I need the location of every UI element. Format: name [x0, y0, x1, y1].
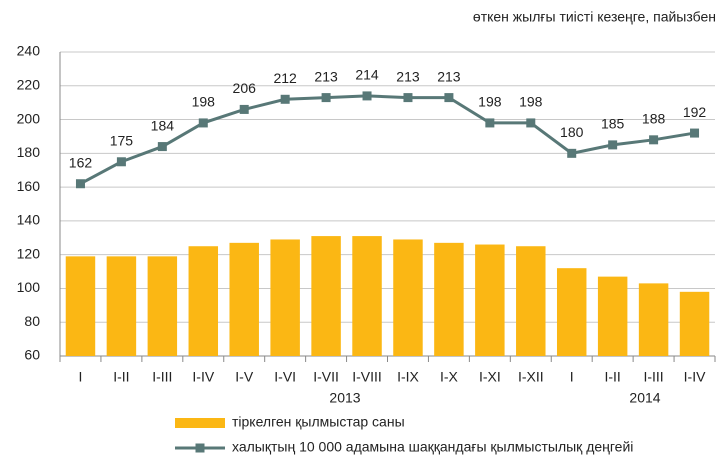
- bar: [475, 244, 505, 356]
- x-tick-label: I-XI: [479, 369, 501, 385]
- bar: [556, 268, 587, 356]
- bar: [147, 256, 178, 356]
- line-marker: [280, 94, 290, 104]
- x-tick-label: I-III: [152, 369, 172, 385]
- y-tick-label: 160: [17, 178, 41, 194]
- y-tick-label: 100: [17, 279, 41, 295]
- data-label: 213: [437, 68, 461, 84]
- x-tick-label: I-VII: [313, 369, 339, 385]
- x-tick-label: I-II: [604, 369, 620, 385]
- legend-label: халықтың 10 000 адамына шаққандағы қылмы…: [232, 439, 633, 455]
- y-tick-label: 220: [17, 76, 41, 92]
- line-marker: [690, 128, 700, 138]
- legend-marker: [195, 443, 205, 453]
- bar: [597, 276, 628, 356]
- data-label: 180: [560, 124, 584, 140]
- bar: [516, 246, 546, 356]
- x-tick-label: I-III: [643, 369, 663, 385]
- legend-label: тіркелген қылмыстар саны: [232, 414, 405, 430]
- x-tick-label: I-V: [235, 369, 254, 385]
- bar: [352, 236, 382, 356]
- x-tick-label: I: [79, 369, 83, 385]
- x-tick-label: I-IV: [684, 369, 706, 385]
- x-tick-label: I-VIII: [352, 369, 382, 385]
- data-label: 184: [151, 117, 175, 133]
- bar: [229, 242, 259, 356]
- line-marker: [239, 104, 249, 114]
- line-marker: [116, 157, 126, 167]
- data-label: 212: [273, 70, 297, 86]
- bar: [65, 256, 96, 356]
- y-tick-label: 140: [17, 212, 41, 228]
- data-label: 213: [396, 68, 420, 84]
- line: [79, 94, 695, 186]
- y-tick-label: 80: [24, 313, 40, 329]
- x-tick-label: I-IV: [192, 369, 214, 385]
- x-tick-label: I-II: [113, 369, 129, 385]
- data-label: 206: [233, 80, 257, 96]
- data-label: 214: [355, 67, 379, 83]
- data-label: 213: [314, 68, 338, 84]
- line-marker: [567, 148, 577, 158]
- bar: [311, 236, 341, 356]
- y-tick-label: 180: [17, 144, 41, 160]
- data-label: 188: [642, 111, 666, 127]
- line-marker: [362, 91, 372, 101]
- chart-subtitle: өткен жылғы тиісті кезеңге, пайызбен: [473, 9, 716, 25]
- x-tick-label: I: [570, 369, 574, 385]
- x-tick-label: I-IX: [397, 369, 419, 385]
- line-marker: [485, 118, 495, 128]
- bar: [393, 239, 423, 356]
- line-marker: [157, 142, 167, 152]
- data-label: 175: [110, 132, 134, 148]
- data-label: 198: [192, 94, 216, 110]
- x-tick-label: I-XII: [518, 369, 544, 385]
- bar: [270, 239, 300, 356]
- line-marker: [526, 118, 536, 128]
- data-label: 192: [683, 104, 707, 120]
- x-group-label: 2013: [329, 390, 360, 406]
- data-label: 198: [478, 94, 502, 110]
- line-marker: [403, 93, 413, 103]
- x-tick-label: I-X: [440, 369, 459, 385]
- line-marker: [321, 93, 331, 103]
- bar: [679, 291, 710, 356]
- line-marker: [198, 118, 208, 128]
- bar: [106, 256, 137, 356]
- y-tick-label: 200: [17, 110, 41, 126]
- line-marker: [649, 135, 659, 145]
- line-marker: [608, 140, 618, 150]
- y-tick-label: 120: [17, 245, 41, 261]
- y-tick-label: 240: [17, 43, 41, 59]
- legend-swatch: [175, 418, 225, 428]
- x-group-label: 2014: [629, 390, 660, 406]
- line-marker: [75, 179, 85, 189]
- data-label: 198: [519, 94, 543, 110]
- bar: [638, 283, 669, 356]
- data-label: 162: [69, 154, 93, 170]
- y-tick-label: 60: [24, 347, 40, 363]
- x-tick-label: I-VI: [274, 369, 296, 385]
- bar: [188, 246, 219, 356]
- bar: [434, 242, 464, 356]
- data-label: 185: [601, 116, 625, 132]
- line-marker: [444, 93, 454, 103]
